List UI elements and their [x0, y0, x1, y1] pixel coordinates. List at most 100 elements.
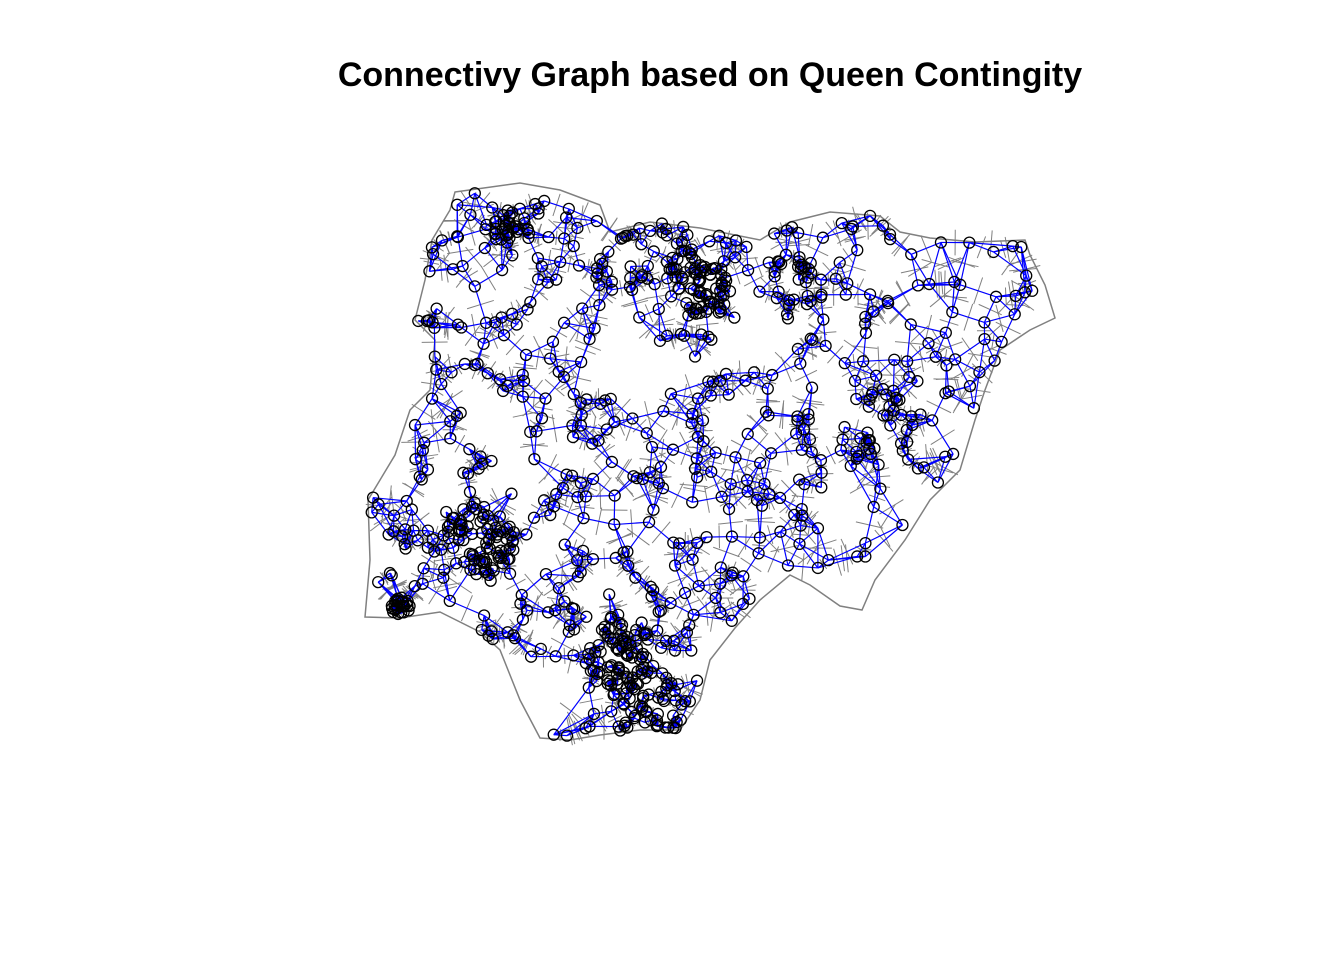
- neighbour-edge: [894, 359, 908, 363]
- neighbour-edge: [969, 242, 1013, 247]
- neighbour-edge: [577, 558, 593, 561]
- neighbour-edge: [613, 694, 624, 704]
- neighbour-edge: [945, 332, 956, 360]
- neighbour-edge: [767, 388, 770, 416]
- neighbour-edge: [698, 585, 717, 599]
- neighbour-edge: [513, 227, 519, 230]
- centroid-point: [667, 634, 680, 647]
- neighbour-edge: [756, 483, 766, 501]
- neighbour-edge: [632, 418, 648, 434]
- neighbour-edge: [795, 416, 799, 434]
- neighbour-edge: [414, 583, 423, 587]
- neighbour-edge: [598, 284, 613, 291]
- neighbour-edge: [683, 315, 689, 336]
- neighbour-edge: [637, 670, 642, 675]
- neighbour-edge: [797, 348, 801, 364]
- neighbour-edge: [503, 334, 527, 356]
- neighbour-edge: [917, 467, 939, 483]
- neighbour-edge: [696, 440, 705, 459]
- neighbour-edge: [793, 514, 819, 529]
- neighbour-edge: [969, 242, 994, 253]
- neighbour-edge: [742, 552, 760, 577]
- neighbour-edge: [842, 439, 857, 453]
- neighbour-edge: [745, 246, 749, 271]
- neighbour-edge: [533, 458, 564, 489]
- neighbour-edge: [715, 597, 721, 613]
- neighbour-edge: [500, 378, 525, 382]
- centroid-point: [434, 543, 448, 556]
- neighbour-edge: [860, 432, 868, 439]
- neighbour-edge: [432, 253, 454, 270]
- neighbour-edge: [527, 237, 539, 259]
- neighbour-edge: [892, 359, 895, 391]
- neighbour-edge: [660, 640, 667, 649]
- neighbour-edge: [795, 428, 805, 435]
- neighbour-edge: [537, 257, 543, 267]
- neighbour-edge: [862, 332, 867, 362]
- neighbour-edge: [875, 359, 895, 377]
- centroid-point: [451, 230, 465, 244]
- neighbour-edge: [674, 632, 688, 651]
- neighbour-edge: [993, 246, 1022, 253]
- neighbour-edge: [774, 276, 780, 292]
- neighbour-edge: [378, 500, 407, 506]
- neighbour-edge: [906, 324, 912, 362]
- neighbour-edge: [582, 304, 600, 310]
- neighbour-edge: [776, 297, 794, 301]
- neighbour-edge: [689, 680, 698, 702]
- neighbour-edge: [864, 323, 867, 333]
- neighbour-edge: [580, 550, 584, 573]
- neighbour-edge: [436, 369, 452, 373]
- neighbour-edge: [537, 257, 561, 263]
- neighbour-edge: [828, 555, 858, 561]
- neighbour-edge: [527, 228, 549, 238]
- neighbour-edge: [746, 479, 765, 485]
- neighbour-edge: [507, 380, 525, 387]
- neighbour-edge: [576, 482, 582, 498]
- neighbour-edge: [414, 424, 424, 451]
- neighbour-edge: [615, 557, 636, 579]
- neighbour-edge: [719, 612, 733, 622]
- neighbour-edge: [548, 217, 567, 238]
- neighbour-edge: [477, 363, 501, 380]
- neighbour-edge: [646, 410, 664, 434]
- neighbour-edge: [443, 562, 457, 571]
- neighbour-edge: [544, 200, 569, 210]
- neighbour-edge: [854, 361, 864, 382]
- neighbour-edge: [514, 619, 524, 639]
- neighbour-edge: [585, 478, 594, 497]
- neighbour-edge: [984, 338, 1002, 343]
- neighbour-edge: [541, 265, 557, 281]
- neighbour-edge: [523, 380, 546, 399]
- neighbour-edge: [411, 509, 429, 531]
- neighbour-edge: [485, 322, 505, 336]
- neighbour-edge: [469, 553, 475, 561]
- neighbour-edge: [931, 420, 954, 455]
- neighbour-edge: [780, 531, 800, 545]
- neighbour-edge: [787, 299, 795, 319]
- neighbour-edge: [683, 335, 696, 357]
- neighbour-edge: [572, 436, 599, 442]
- neighbour-edge: [660, 647, 676, 652]
- neighbour-edge: [928, 242, 942, 285]
- neighbour-edge: [610, 666, 620, 672]
- neighbour-edge: [598, 421, 615, 441]
- neighbour-edge: [522, 396, 543, 419]
- neighbour-edge: [801, 484, 806, 510]
- neighbour-edge: [610, 711, 620, 727]
- neighbour-edge: [462, 508, 470, 517]
- centroid-point: [506, 249, 519, 262]
- neighbour-edge: [907, 356, 936, 363]
- neighbour-edge: [449, 569, 471, 602]
- neighbour-edge: [371, 512, 390, 535]
- neighbour-edge: [666, 267, 675, 279]
- neighbour-edge: [779, 479, 800, 499]
- neighbour-edge: [545, 376, 565, 399]
- neighbour-edge: [483, 334, 505, 345]
- neighbour-edge: [893, 380, 918, 392]
- neighbour-edge: [483, 615, 508, 633]
- neighbour-edge: [800, 524, 819, 529]
- neighbour-edge: [846, 282, 871, 295]
- neighbour-edge: [710, 452, 717, 472]
- neighbour-edge: [647, 638, 662, 649]
